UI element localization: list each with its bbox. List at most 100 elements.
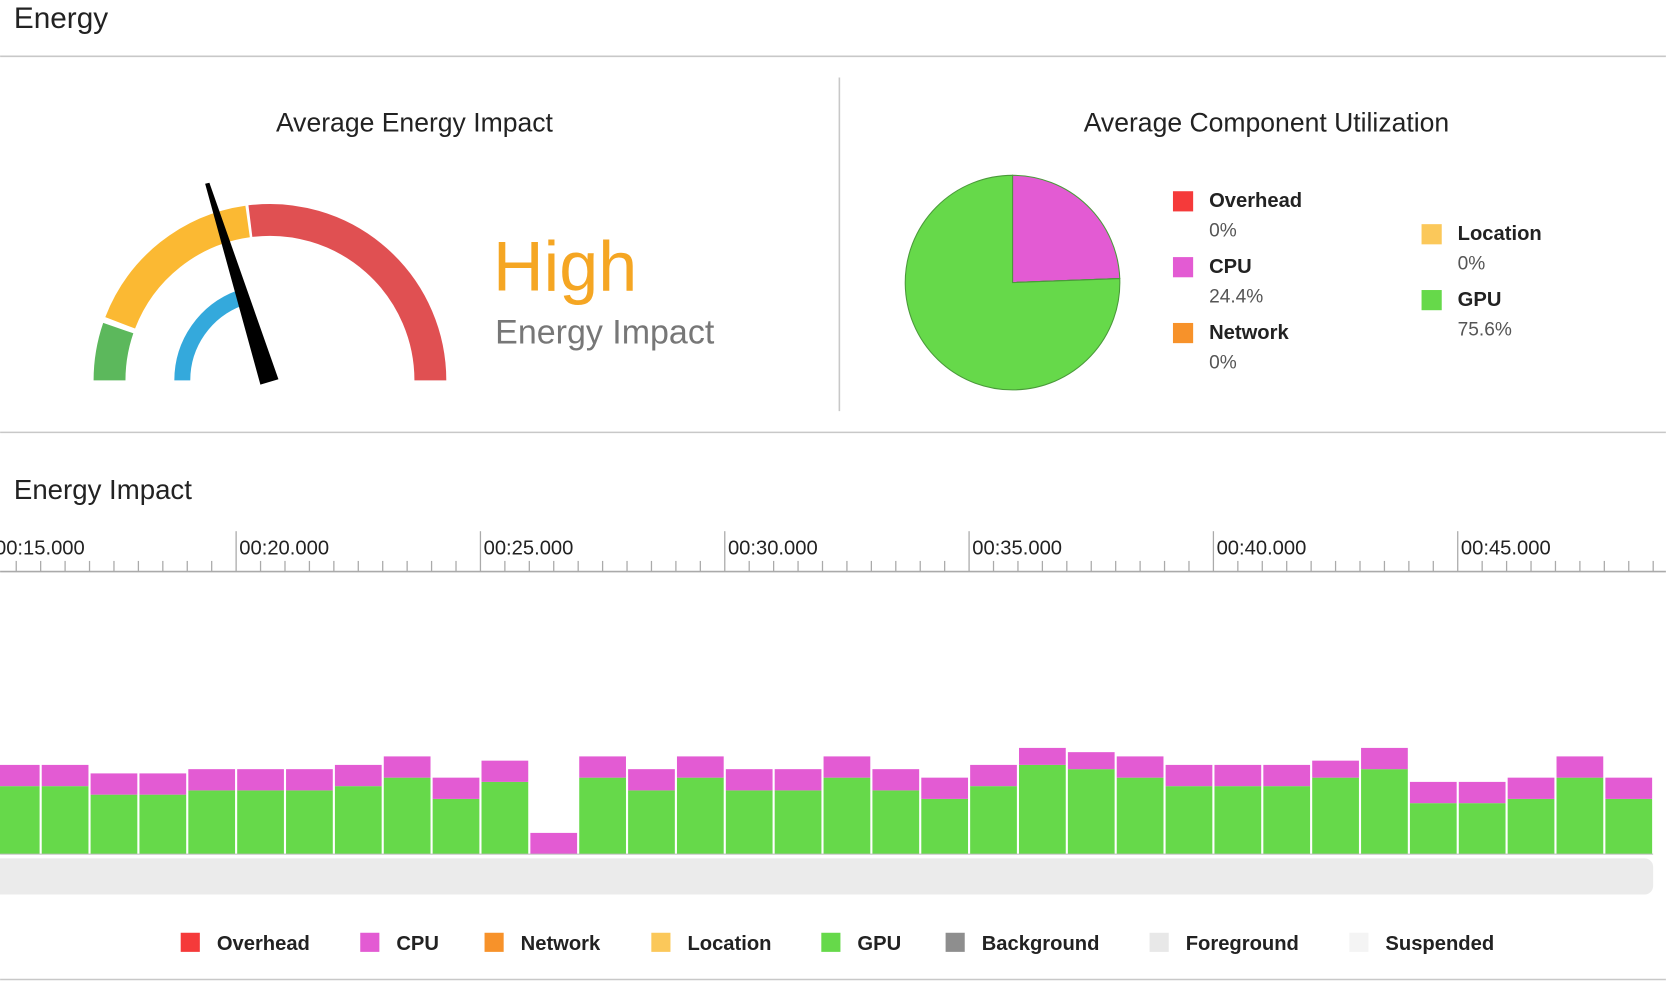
bar-segment: [921, 777, 969, 799]
bar-segment: [1409, 781, 1457, 804]
bar-segment: [0, 764, 40, 787]
gauge: [93, 203, 447, 381]
legend-value: 75.6%: [1458, 319, 1512, 340]
bar-segment: [676, 756, 724, 778]
legend-swatch: [1172, 322, 1194, 344]
bar-segment: [1067, 769, 1115, 855]
legend-swatch: [1172, 191, 1194, 212]
legend-label: Overhead: [217, 933, 310, 955]
bar-segment: [1019, 747, 1066, 765]
timeline-chart: 00:15.000 00:20.000 00:25.000 00:30.000 00:3…: [0, 531, 1666, 855]
bar-segment: [1361, 769, 1408, 855]
legend-swatch: [1421, 290, 1442, 311]
bar-segment: [1019, 764, 1066, 855]
legend-label: GPU: [857, 933, 901, 955]
bar-segment: [237, 769, 284, 791]
bar-segment: [1556, 756, 1604, 778]
bar-segment: [1458, 781, 1506, 804]
bar-segment: [139, 794, 187, 855]
legend-swatch: [1149, 932, 1169, 952]
gauge-arc: [105, 205, 251, 329]
legend-swatch: [1349, 932, 1369, 952]
bar-segment: [579, 777, 626, 855]
legend-label: CPU: [1209, 256, 1252, 278]
bar-segment: [1214, 786, 1262, 855]
impact-level: High: [493, 227, 637, 305]
gauge-title: Average Energy Impact: [276, 107, 554, 137]
bar-segment: [1214, 764, 1262, 787]
bar-segment: [823, 777, 871, 855]
legend-label: Suspended: [1385, 933, 1494, 955]
bar-segment: [1605, 798, 1653, 855]
bar-segment: [1507, 798, 1555, 855]
legend-label: Network: [521, 933, 601, 955]
bar-segment: [1116, 756, 1164, 778]
bar-segment: [774, 769, 822, 791]
bar-segment: [286, 790, 333, 855]
bar-segment: [481, 760, 529, 782]
bar-segment: [139, 773, 187, 795]
x-tick-label: 00:35.000: [972, 538, 1062, 560]
x-tick-label: 00:40.000: [1217, 538, 1307, 560]
bar-segment: [1067, 752, 1115, 770]
gauge-inner-arc: [174, 290, 243, 381]
bar-segment: [334, 786, 382, 855]
legend-label: Foreground: [1186, 933, 1299, 955]
bar-segment: [1507, 777, 1555, 799]
bar-segment: [1605, 777, 1653, 799]
pie-slice: [1012, 174, 1121, 284]
x-tick-label: 00:25.000: [484, 538, 574, 560]
scrollbar-track[interactable]: [0, 858, 1654, 895]
bar-segment: [481, 781, 529, 855]
bar-segment: [41, 786, 89, 855]
x-tick-label: 00:30.000: [728, 538, 818, 560]
bar-segment: [970, 786, 1017, 855]
legend-value: 24.4%: [1209, 287, 1263, 308]
bar-segment: [774, 790, 822, 855]
pie-slice: [904, 174, 1121, 391]
legend-label: GPU: [1458, 289, 1502, 311]
bar-segment: [334, 764, 382, 787]
legend-label: Network: [1209, 322, 1289, 344]
bar-segment: [1165, 786, 1213, 855]
pie-chart: Overhead 0% CPU 24.4% Network 0% Location 0% GPU…: [904, 174, 1542, 391]
legend-label: CPU: [396, 933, 439, 955]
legend-swatch: [1172, 257, 1194, 278]
legend-swatch: [945, 932, 965, 952]
legend-value: 0%: [1209, 221, 1237, 242]
bar-segment: [1263, 764, 1311, 787]
x-tick-label: 00:20.000: [239, 538, 329, 560]
legend-label: Background: [982, 933, 1100, 955]
legend-value: 0%: [1209, 352, 1237, 373]
bar-segment: [676, 777, 724, 855]
bar-segment: [1409, 803, 1457, 855]
impact-label: Energy Impact: [495, 314, 715, 352]
legend-swatch: [484, 932, 504, 952]
bar-segment: [1312, 760, 1359, 778]
timeline-title: Energy Impact: [14, 474, 192, 505]
bar-segment: [1165, 764, 1213, 787]
bar-segment: [872, 790, 920, 855]
bar-segment: [188, 790, 236, 855]
legend-swatch: [1421, 224, 1442, 245]
bar-segment: [823, 756, 871, 778]
bar-segment: [188, 769, 236, 791]
bar-segment: [970, 764, 1017, 787]
bar-segment: [432, 777, 480, 799]
legend: Overhead CPU Network Location GPU Background F…: [180, 932, 1494, 955]
bar-segment: [1312, 777, 1359, 855]
bar-segment: [530, 832, 578, 855]
bar-segment: [237, 790, 284, 855]
bar-segment: [725, 769, 773, 791]
bar-segment: [432, 798, 480, 855]
bar-segment: [628, 790, 675, 855]
x-tick-label: 00:15.000: [0, 538, 85, 560]
bar-segment: [1116, 777, 1164, 855]
bar-segment: [90, 773, 138, 795]
bar-segment: [0, 786, 40, 855]
legend-swatch: [180, 932, 200, 952]
legend-swatch: [821, 932, 841, 952]
bar-segment: [872, 769, 920, 791]
bar-segment: [383, 777, 431, 855]
